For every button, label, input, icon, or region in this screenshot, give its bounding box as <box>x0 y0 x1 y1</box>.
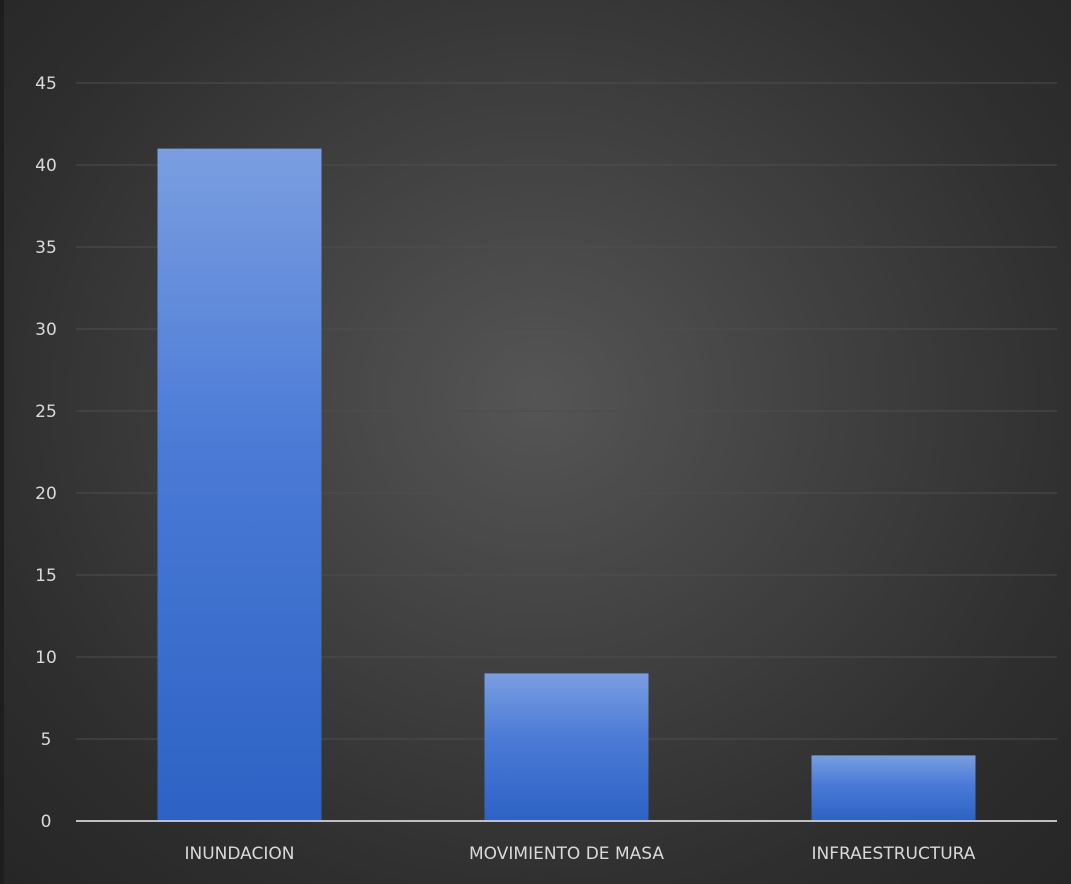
y-tick-label: 0 <box>41 812 52 832</box>
x-tick-label: INFRAESTRUCTURA <box>812 844 976 864</box>
y-tick-label: 25 <box>35 402 57 422</box>
y-tick-label: 45 <box>35 74 57 94</box>
bar-chart: 0 5 10 15 20 25 30 35 40 45 INUNDACION MOVIMIENTO … <box>35 74 1057 864</box>
y-tick-label: 5 <box>41 730 52 750</box>
y-tick-label: 15 <box>35 566 57 586</box>
y-tick-label: 35 <box>35 238 57 258</box>
bar-movimiento-de-masa <box>484 673 649 821</box>
x-tick-label: MOVIMIENTO DE MASA <box>469 844 664 864</box>
y-axis-ticks: 0 5 10 15 20 25 30 35 40 45 <box>35 74 57 832</box>
x-tick-label: INUNDACION <box>185 844 295 864</box>
y-tick-label: 40 <box>35 156 57 176</box>
y-tick-label: 30 <box>35 320 57 340</box>
y-tick-label: 20 <box>35 484 57 504</box>
x-axis-labels: INUNDACION MOVIMIENTO DE MASA INFRAESTRUCT… <box>185 844 976 864</box>
bar-infraestructura <box>811 755 976 821</box>
y-tick-label: 10 <box>35 648 57 668</box>
bar-inundacion <box>157 148 322 822</box>
bars <box>157 148 976 822</box>
